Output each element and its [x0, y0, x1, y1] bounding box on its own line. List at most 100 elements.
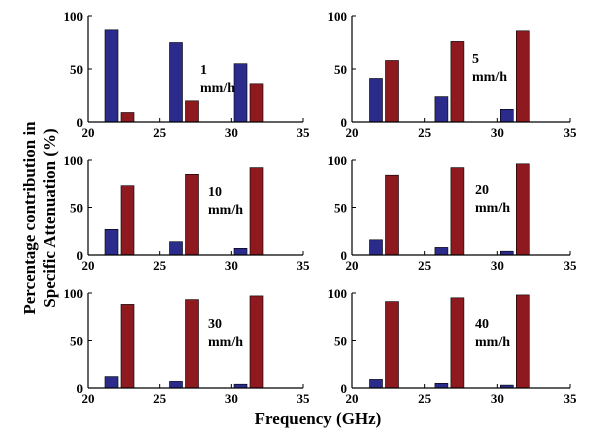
bar-series-2-3 [249, 83, 264, 123]
bar-series-2-2 [450, 41, 465, 123]
bar-series-1-2 [169, 381, 183, 389]
x-tick-label: 25 [153, 125, 167, 140]
x-tick-label: 25 [153, 258, 167, 273]
bar-series-1-2 [169, 241, 183, 256]
x-tick-label: 35 [564, 258, 578, 273]
y-tick-label: 0 [77, 248, 84, 263]
x-tick-label: 20 [346, 258, 359, 273]
rain-rate-annotation: 10 mm/h [208, 185, 243, 218]
x-tick-label: 30 [491, 258, 504, 273]
y-tick-label: 50 [70, 334, 83, 349]
rain-rate-annotation: 20 mm/h [475, 183, 510, 216]
rain-rate-annotation: 40 mm/h [475, 317, 510, 350]
y-tick-label: 0 [341, 115, 348, 130]
bar-series-1-2 [169, 42, 183, 123]
x-tick-label: 30 [225, 258, 238, 273]
bar-series-2-1 [120, 185, 135, 256]
bar-series-2-3 [515, 30, 530, 123]
x-tick-label: 20 [346, 391, 359, 406]
y-tick-label: 0 [341, 248, 348, 263]
bar-series-1-1 [369, 78, 383, 123]
bar-series-2-3 [249, 167, 264, 256]
rain-rate-annotation: 5 mm/h [472, 52, 507, 85]
x-tick-label: 35 [564, 125, 578, 140]
subplot-6: 20 25 30 35 0 50 100 40 mm/h [328, 286, 578, 406]
annotation-line: 20 [475, 183, 489, 198]
bar-series-1-2 [434, 247, 449, 256]
annotation-line: 1 [200, 63, 207, 78]
bar-series-1-3 [233, 63, 248, 123]
bar-series-2-1 [120, 304, 135, 389]
y-tick-label: 0 [77, 115, 84, 130]
x-tick-label: 20 [82, 125, 95, 140]
y-tick-label: 100 [64, 153, 84, 168]
bar-series-1-1 [369, 239, 383, 256]
subplot-4: 20 25 30 35 0 50 100 20 mm/h [328, 153, 578, 273]
y-tick-label: 50 [70, 201, 83, 216]
y-axis-label-line2: Specific Attenuation (%) [40, 128, 59, 307]
x-tick-label: 35 [297, 258, 311, 273]
x-tick-label: 25 [418, 391, 432, 406]
bar-series-1-3 [233, 248, 248, 256]
x-tick-label: 35 [297, 391, 311, 406]
x-tick-label: 20 [82, 258, 95, 273]
subplot-1: 20 25 30 35 0 50 100 1 mm/h [64, 9, 311, 140]
y-tick-label: 0 [77, 381, 84, 396]
bar-series-2-3 [515, 163, 530, 256]
x-axis-label: Frequency (GHz) [255, 409, 382, 428]
bar-series-1-2 [434, 96, 449, 123]
annotation-line: mm/h [200, 81, 235, 96]
x-tick-label: 20 [82, 391, 95, 406]
bar-series-2-1 [385, 60, 399, 123]
annotation-line: 40 [475, 317, 489, 332]
bar-series-2-1 [385, 174, 399, 256]
y-axis-label-line1: Percentage contribution in [20, 121, 39, 315]
bar-series-1-2 [434, 382, 449, 389]
bar-series-2-2 [450, 297, 465, 389]
x-tick-label: 35 [564, 391, 578, 406]
x-tick-label: 25 [418, 258, 432, 273]
x-tick-label: 30 [491, 125, 504, 140]
bar-series-2-2 [185, 174, 199, 256]
bar-series-1-1 [104, 229, 119, 256]
bar-series-2-2 [185, 299, 199, 389]
annotation-line: 10 [208, 185, 222, 200]
bar-series-1-1 [369, 379, 383, 389]
bar-series-1-1 [104, 376, 119, 389]
bar-series-2-3 [249, 295, 264, 389]
x-tick-label: 30 [491, 391, 504, 406]
y-tick-label: 100 [64, 286, 84, 301]
annotation-line: mm/h [208, 335, 243, 350]
annotation-line: 30 [208, 317, 222, 332]
subplot-3: 20 25 30 35 0 50 100 10 mm/h [64, 153, 311, 273]
bar-series-1-3 [499, 109, 514, 123]
bar-series-2-3 [515, 294, 530, 389]
annotation-line: mm/h [475, 335, 510, 350]
subplot-2: 20 25 30 35 0 50 100 5 mm/h [328, 9, 578, 140]
x-tick-label: 30 [225, 125, 238, 140]
x-tick-label: 30 [225, 391, 238, 406]
x-tick-label: 35 [297, 125, 311, 140]
bar-series-2-2 [185, 100, 199, 123]
y-tick-label: 100 [328, 286, 348, 301]
annotation-line: mm/h [472, 70, 507, 85]
subplot-5: 20 25 30 35 0 50 100 30 mm/h [64, 286, 311, 406]
y-tick-label: 50 [70, 62, 83, 77]
rain-rate-annotation: 1 mm/h [200, 63, 235, 96]
y-tick-label: 100 [328, 9, 348, 24]
x-tick-label: 25 [418, 125, 432, 140]
y-tick-label: 100 [328, 153, 348, 168]
annotation-line: mm/h [208, 203, 243, 218]
y-tick-label: 50 [334, 62, 347, 77]
y-tick-label: 0 [341, 381, 348, 396]
bar-series-1-1 [104, 29, 119, 123]
y-tick-label: 100 [64, 9, 84, 24]
annotation-line: 5 [472, 52, 479, 67]
x-tick-label: 20 [346, 125, 359, 140]
bar-series-2-2 [450, 167, 465, 256]
y-tick-label: 50 [334, 201, 347, 216]
rain-rate-annotation: 30 mm/h [208, 317, 243, 350]
x-tick-label: 25 [153, 391, 167, 406]
